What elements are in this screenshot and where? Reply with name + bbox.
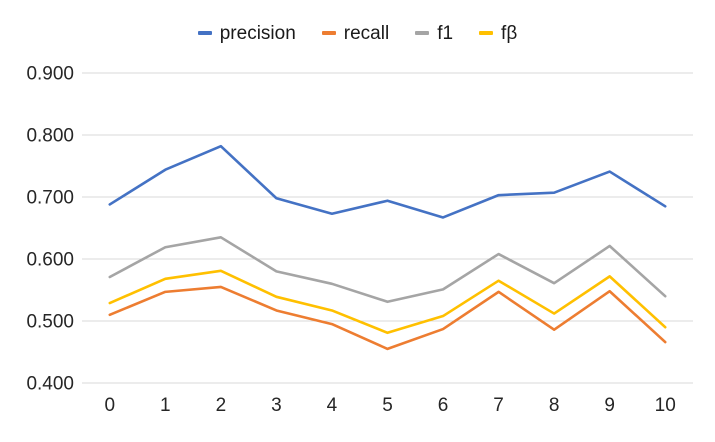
x-axis-tick-label: 4 bbox=[327, 395, 338, 416]
x-axis-tick-label: 3 bbox=[271, 395, 282, 416]
legend-marker-f1 bbox=[415, 31, 430, 35]
x-axis-tick-label: 10 bbox=[655, 395, 676, 416]
series-line-f1[interactable] bbox=[108, 236, 667, 304]
x-axis-tick-label: 2 bbox=[216, 395, 227, 416]
y-axis-tick-label: 0.500 bbox=[26, 312, 74, 333]
legend-marker-recall bbox=[321, 31, 336, 35]
x-axis-tick-label: 7 bbox=[493, 395, 504, 416]
legend-item-f1[interactable]: f1 bbox=[415, 24, 453, 43]
legend-item-precision[interactable]: precision bbox=[197, 22, 296, 44]
x-axis-tick-label: 6 bbox=[438, 395, 449, 416]
y-axis-tick-label: 0.600 bbox=[26, 250, 74, 271]
legend-label-recall: recall bbox=[343, 22, 390, 44]
legend-item-recall[interactable]: recall bbox=[321, 22, 390, 44]
x-axis-tick-label: 5 bbox=[382, 395, 393, 416]
legend-label-fbeta: fβ bbox=[501, 22, 518, 44]
series-line-fβ[interactable] bbox=[108, 269, 667, 335]
series-line-recall[interactable] bbox=[108, 285, 667, 351]
y-axis-tick-label: 0.400 bbox=[26, 374, 74, 395]
x-axis-tick-label: 0 bbox=[104, 395, 115, 416]
legend-label-f1: f1 bbox=[437, 22, 454, 44]
legend-marker-precision bbox=[197, 31, 212, 35]
y-axis-tick-label: 0.800 bbox=[26, 126, 74, 147]
legend-marker-fbeta bbox=[479, 31, 494, 35]
legend-item-fbeta[interactable]: fβ bbox=[479, 24, 517, 43]
chart-legend: precision recall f1 fβ bbox=[0, 20, 715, 46]
x-axis-tick-label: 9 bbox=[604, 395, 615, 416]
y-axis-tick-label: 0.900 bbox=[26, 64, 74, 85]
x-axis-tick-label: 8 bbox=[549, 395, 560, 416]
legend-label-precision: precision bbox=[219, 22, 296, 44]
y-axis-tick-label: 0.700 bbox=[26, 188, 74, 209]
series-line-precision[interactable] bbox=[108, 144, 667, 219]
x-axis-tick-label: 1 bbox=[160, 395, 171, 416]
